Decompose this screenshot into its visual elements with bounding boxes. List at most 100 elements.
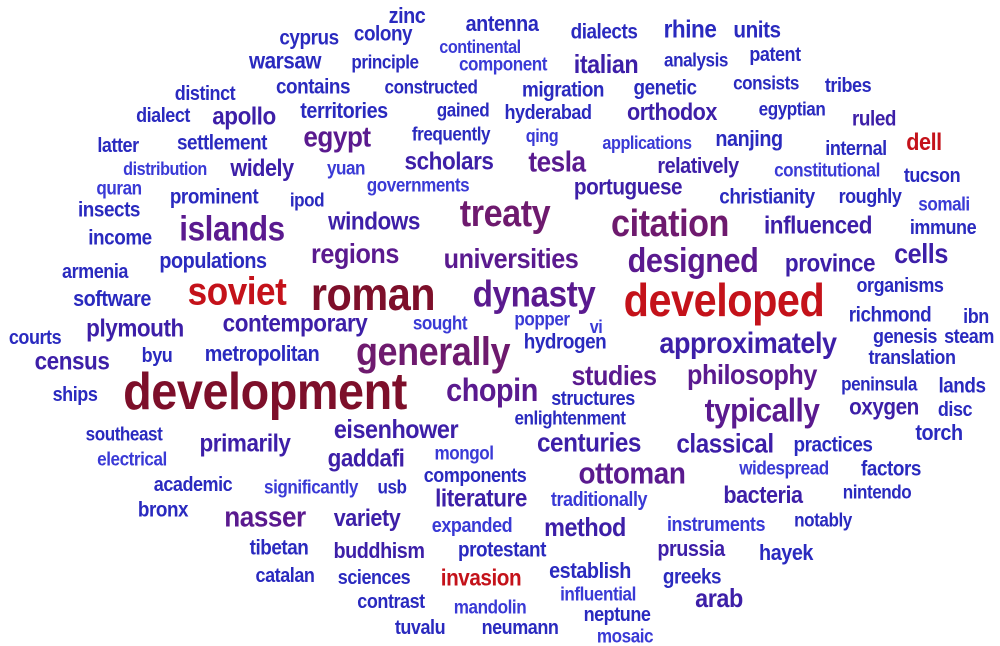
word: populations [159,248,267,273]
word: prominent [169,185,259,209]
word: apollo [212,102,276,131]
word: variety [333,505,401,532]
word: ottoman [578,455,686,491]
word: vi [589,317,603,337]
word: sciences [337,567,411,589]
word: catalan [255,565,315,587]
word: warsaw [248,47,322,74]
word: migration [521,78,605,102]
word: territories [300,98,388,123]
word: tibetan [249,536,309,560]
word: rhine [663,15,717,44]
word: lands [938,374,986,398]
word: province [784,249,876,278]
word: hayek [759,540,813,565]
word: islands [179,209,285,249]
word: torch [915,420,963,445]
word: constitutional [774,160,880,182]
word: units [733,16,781,43]
word: soviet [187,270,287,314]
word: richmond [848,303,932,327]
word: italian [573,49,639,79]
word: eisenhower [333,414,459,444]
word: philosophy [687,359,817,390]
word: latter [97,135,139,157]
word: protestant [458,538,546,562]
word: literature [435,484,527,513]
word: bronx [137,498,189,522]
word: translation [868,347,956,369]
word: colony [353,22,413,46]
word: primarily [199,429,291,458]
word: treaty [459,193,551,235]
word: component [458,54,548,76]
word: components [423,465,527,487]
word: insects [78,198,140,222]
word: windows [328,207,420,236]
word: principle [351,52,419,74]
word: method [544,512,626,542]
word: census [34,347,110,376]
word: notably [794,510,852,532]
word: approximately [659,327,837,360]
word: ships [52,384,98,406]
word: immune [909,217,977,239]
word: ipod [289,190,325,212]
word: invasion [440,564,522,591]
word: hyderabad [504,102,592,124]
word: contains [275,75,351,99]
word: centuries [536,427,642,458]
word: popper [514,309,570,331]
word: byu [141,345,173,367]
word: frequently [411,124,491,146]
word: governments [366,175,470,197]
word: influential [560,584,636,606]
word: designed [627,242,759,280]
word: relatively [657,153,739,178]
word: classical [676,428,774,459]
word: plymouth [86,314,184,343]
word: enlightenment [514,408,626,430]
word: traditionally [550,489,648,511]
word: ibn [963,306,989,328]
word: settlement [176,131,268,155]
word: tucson [903,165,961,187]
word: citation [610,203,730,245]
word: cells [894,238,948,269]
word: applications [602,133,692,153]
word: dialects [570,20,638,44]
word: contemporary [222,309,368,338]
word: mongol [434,443,494,465]
word: christianity [719,185,815,209]
word: scholars [404,147,494,176]
word: qing [525,126,559,146]
word: yuan [326,158,366,180]
word: nasser [224,501,306,534]
word: regions [311,238,399,269]
word: mandolin [453,597,527,619]
word: somali [918,194,970,216]
word: software [73,286,151,311]
word: distinct [174,83,236,105]
word: development [123,363,407,421]
word: factors [861,457,921,481]
word: quran [96,178,142,200]
word: antenna [465,11,539,36]
word: steam [944,326,994,348]
word: nanjing [715,126,783,151]
word: nintendo [842,482,912,504]
word: tesla [528,146,586,179]
word: prussia [657,536,725,561]
word: dynasty [472,273,596,315]
word: gained [436,100,490,122]
word: universities [443,243,579,274]
word: orthodox [627,99,717,126]
word: studies [571,360,657,391]
word: developed [623,274,825,326]
word: gaddafi [327,444,405,473]
word: expanded [431,515,513,537]
word: cyprus [279,26,339,50]
word: income [88,226,152,250]
word: significantly [264,477,358,499]
word: ruled [852,107,896,131]
